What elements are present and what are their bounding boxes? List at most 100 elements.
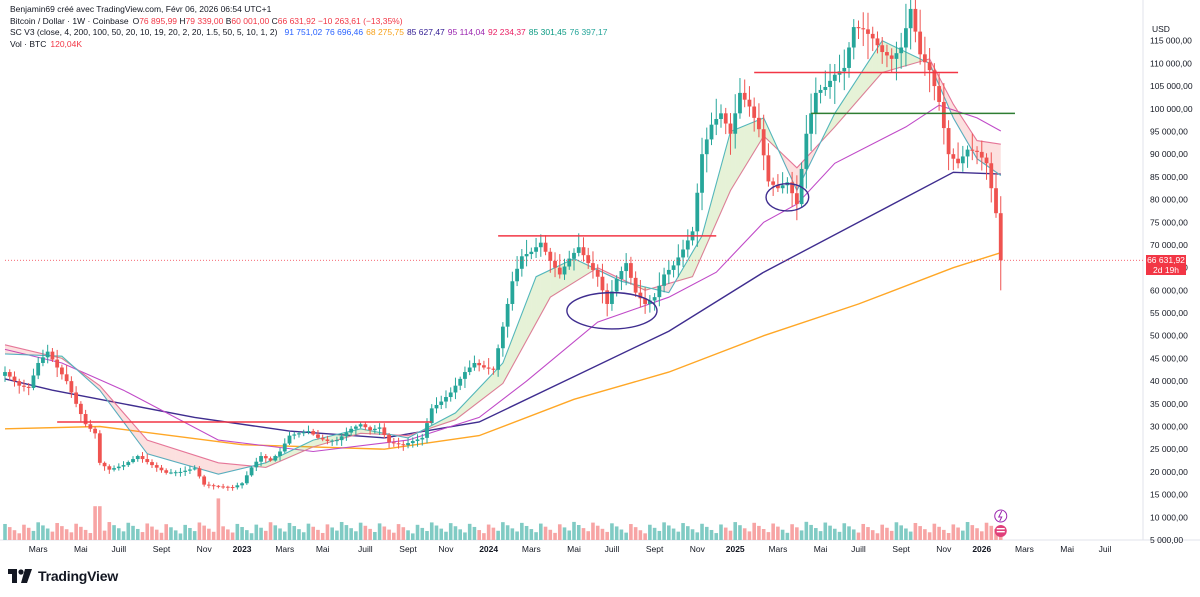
candle-body[interactable] xyxy=(216,485,221,487)
candle-body[interactable] xyxy=(316,434,320,438)
candle-body[interactable] xyxy=(809,113,813,134)
candle-body[interactable] xyxy=(894,53,899,59)
candle-body[interactable] xyxy=(240,483,244,486)
candle-body[interactable] xyxy=(26,386,31,388)
candle-body[interactable] xyxy=(368,427,373,431)
candle-body[interactable] xyxy=(429,408,434,424)
candle-body[interactable] xyxy=(64,374,69,382)
candle-body[interactable] xyxy=(472,362,477,368)
candle-body[interactable] xyxy=(410,441,415,444)
candle-body[interactable] xyxy=(685,240,690,250)
candle-body[interactable] xyxy=(482,365,486,368)
candle-body[interactable] xyxy=(339,436,344,441)
candle-body[interactable] xyxy=(576,247,581,253)
candle-body[interactable] xyxy=(889,55,894,59)
symbol-name[interactable]: Bitcoin / Dollar · 1W · Coinbase xyxy=(10,15,129,26)
candle-body[interactable] xyxy=(543,242,548,252)
candle-body[interactable] xyxy=(842,67,847,72)
candle-body[interactable] xyxy=(747,99,752,107)
candle-body[interactable] xyxy=(828,80,832,87)
candle-body[interactable] xyxy=(372,428,377,431)
candle-body[interactable] xyxy=(657,285,662,298)
candle-body[interactable] xyxy=(60,367,64,375)
indicator-name[interactable]: SC V3 (close, 4, 200, 100, 50, 20, 10, 1… xyxy=(10,27,278,37)
candle-body[interactable] xyxy=(330,440,335,442)
candle-body[interactable] xyxy=(605,290,610,304)
candle-body[interactable] xyxy=(818,89,823,93)
candle-body[interactable] xyxy=(662,274,666,286)
candle-body[interactable] xyxy=(922,54,927,63)
candle-body[interactable] xyxy=(510,281,515,304)
candle-body[interactable] xyxy=(861,28,866,30)
candle-body[interactable] xyxy=(55,359,60,368)
candle-body[interactable] xyxy=(12,376,17,382)
candle-body[interactable] xyxy=(629,263,633,278)
candle-body[interactable] xyxy=(93,428,97,434)
candle-body[interactable] xyxy=(870,33,875,39)
highlight-ellipse[interactable] xyxy=(765,182,810,212)
candle-body[interactable] xyxy=(259,456,263,462)
candle-body[interactable] xyxy=(3,372,7,376)
candle-body[interactable] xyxy=(41,357,45,363)
candle-body[interactable] xyxy=(695,192,700,232)
candle-body[interactable] xyxy=(477,362,482,366)
brand-logo[interactable]: TradingView xyxy=(8,568,118,584)
candle-body[interactable] xyxy=(757,117,761,130)
candle-body[interactable] xyxy=(458,378,463,386)
candle-body[interactable] xyxy=(951,154,956,159)
candle-body[interactable] xyxy=(211,485,216,487)
candle-body[interactable] xyxy=(728,123,733,134)
candle-body[interactable] xyxy=(851,27,856,48)
drawings[interactable] xyxy=(57,71,1015,423)
candle-body[interactable] xyxy=(415,439,420,442)
candle-body[interactable] xyxy=(752,106,757,118)
candle-body[interactable] xyxy=(813,92,818,114)
candle-body[interactable] xyxy=(78,403,83,415)
candle-body[interactable] xyxy=(600,276,605,291)
candle-body[interactable] xyxy=(941,101,946,129)
candle-body[interactable] xyxy=(994,188,998,214)
candle-body[interactable] xyxy=(965,149,970,157)
candle-body[interactable] xyxy=(69,381,74,393)
candle-body[interactable] xyxy=(263,456,268,459)
candle-body[interactable] xyxy=(164,470,169,473)
candle-body[interactable] xyxy=(880,45,885,53)
candle-body[interactable] xyxy=(325,439,330,442)
candle-body[interactable] xyxy=(463,372,467,379)
candle-body[interactable] xyxy=(140,456,145,460)
candle-body[interactable] xyxy=(647,300,652,304)
candle-body[interactable] xyxy=(709,124,714,140)
candle-body[interactable] xyxy=(847,47,851,68)
candle-body[interactable] xyxy=(960,156,965,164)
candle-body[interactable] xyxy=(742,92,747,100)
candle-body[interactable] xyxy=(524,254,529,257)
volume-name[interactable]: Vol · BTC xyxy=(10,38,47,49)
symbol-line[interactable]: Bitcoin / Dollar · 1W · Coinbase O76 895… xyxy=(10,16,607,28)
candle-body[interactable] xyxy=(932,70,937,87)
candle-body[interactable] xyxy=(382,427,387,435)
candle-body[interactable] xyxy=(396,443,401,445)
candle-body[interactable] xyxy=(899,47,904,54)
candle-body[interactable] xyxy=(254,461,259,468)
candle-body[interactable] xyxy=(666,269,671,275)
candle-body[interactable] xyxy=(159,467,164,471)
candle-body[interactable] xyxy=(391,442,396,444)
candle-body[interactable] xyxy=(306,431,311,433)
candle-body[interactable] xyxy=(780,185,785,189)
candle-body[interactable] xyxy=(188,469,192,471)
candle-body[interactable] xyxy=(856,27,861,29)
candle-body[interactable] xyxy=(273,456,278,461)
candle-body[interactable] xyxy=(116,466,121,469)
candle-body[interactable] xyxy=(643,298,648,304)
candle-body[interactable] xyxy=(268,458,273,461)
candle-body[interactable] xyxy=(467,367,472,373)
candle-body[interactable] xyxy=(74,392,79,404)
candle-body[interactable] xyxy=(671,265,676,270)
candle-body[interactable] xyxy=(913,8,918,32)
candle-body[interactable] xyxy=(775,184,780,189)
candle-body[interactable] xyxy=(652,297,657,301)
volume-line[interactable]: Vol · BTC 120,04K xyxy=(10,39,607,51)
candle-body[interactable] xyxy=(538,242,543,248)
candle-body[interactable] xyxy=(439,401,444,405)
candle-body[interactable] xyxy=(97,433,102,463)
